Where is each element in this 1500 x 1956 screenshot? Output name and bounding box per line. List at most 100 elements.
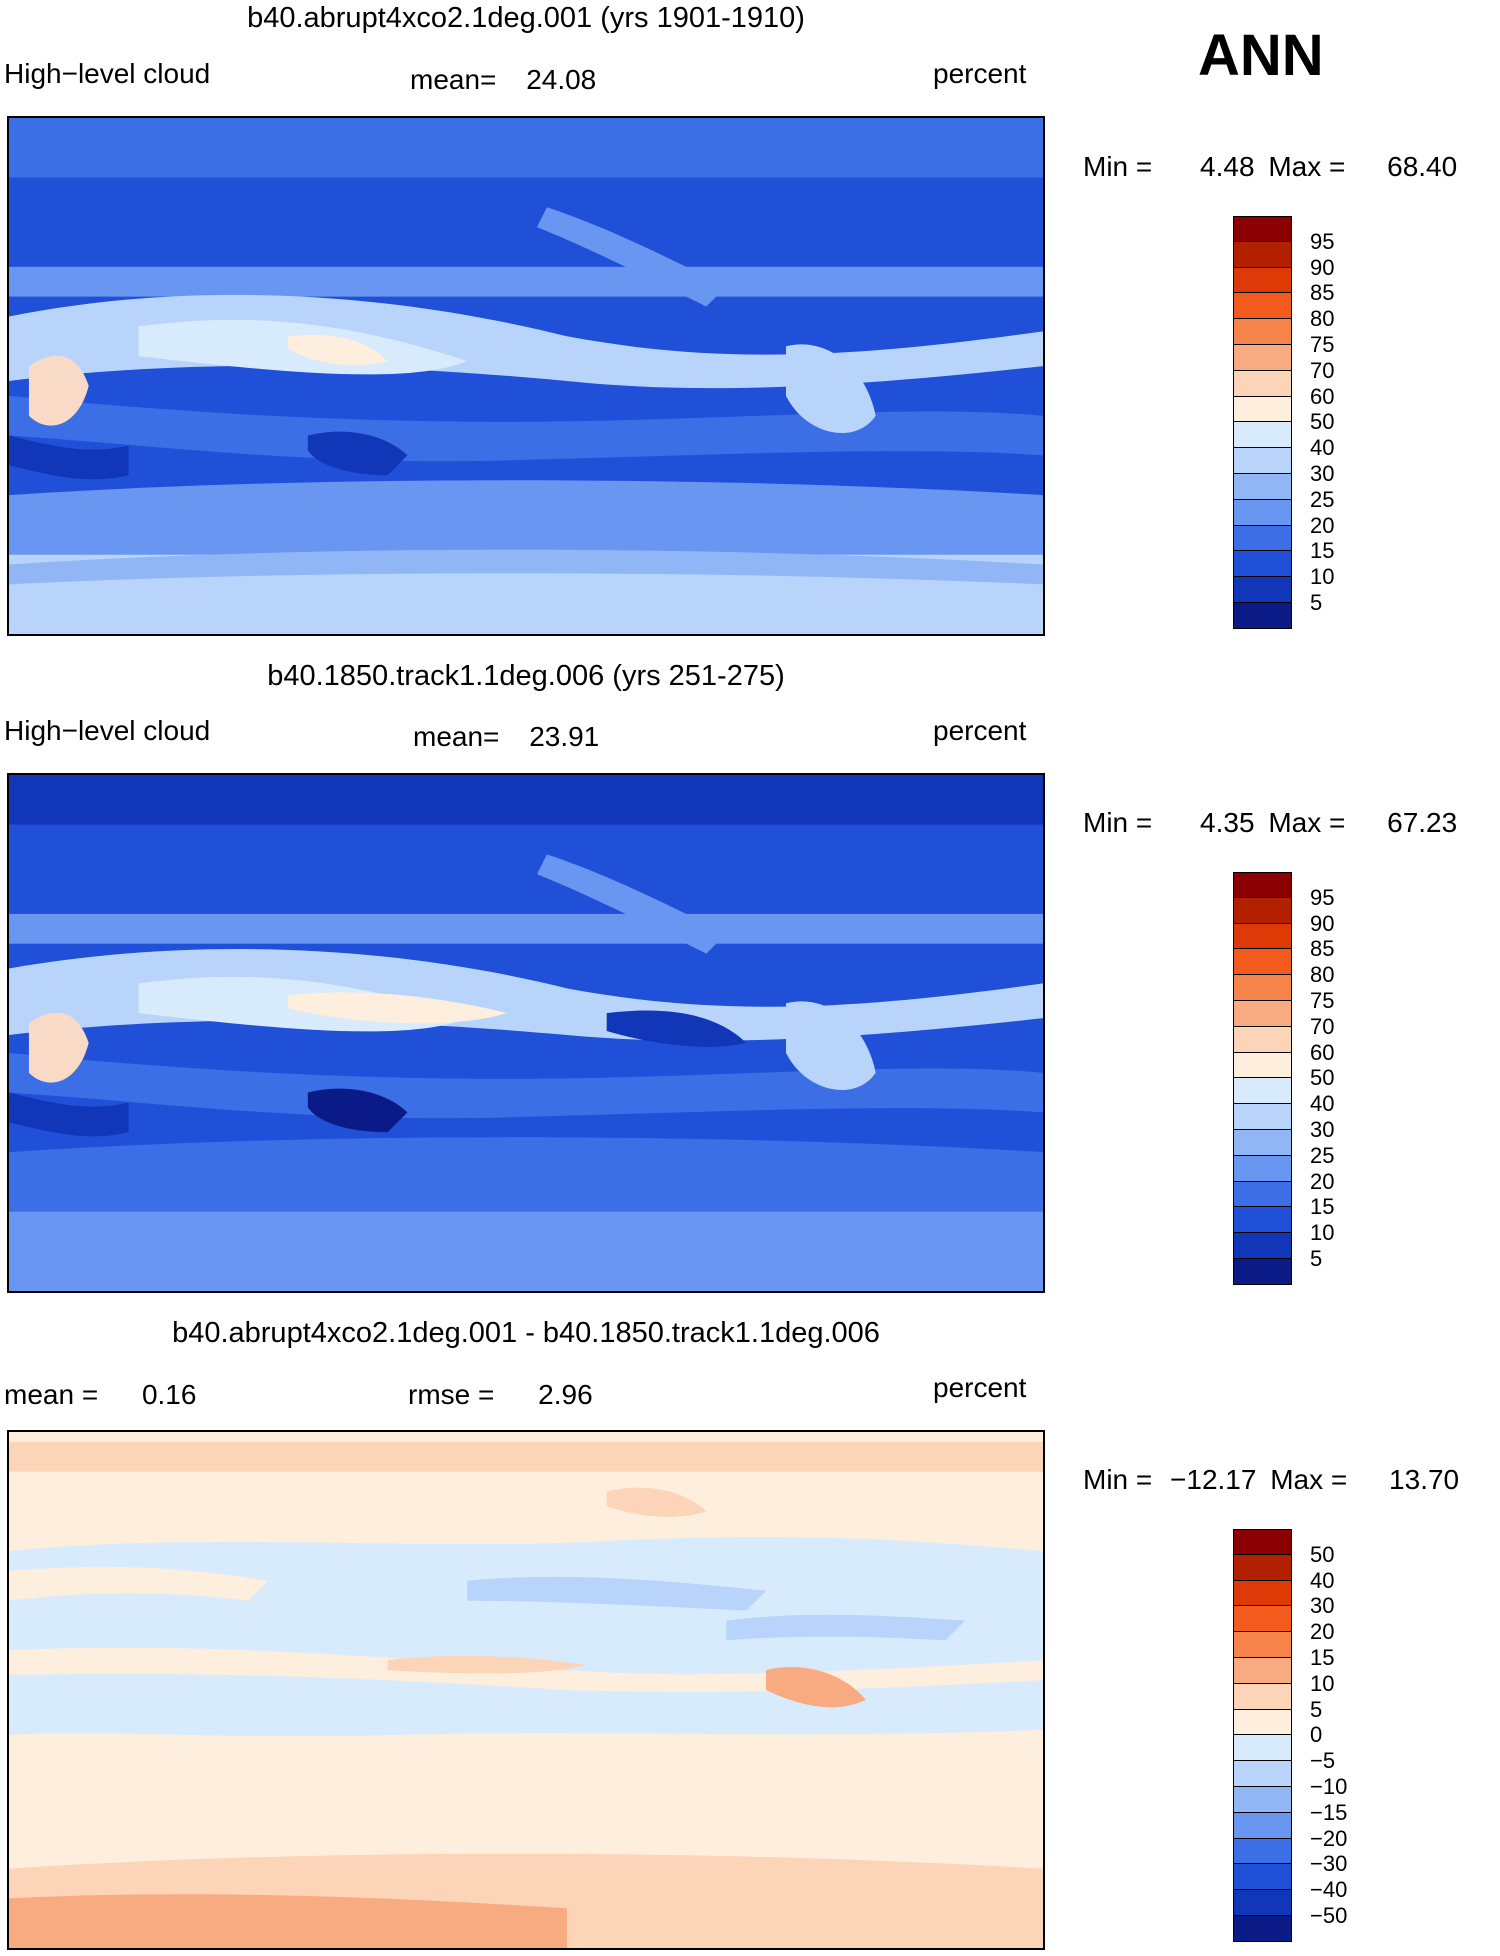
colorbar-swatch bbox=[1233, 448, 1292, 474]
colorbar-swatch bbox=[1233, 1657, 1292, 1684]
colorbar-swatch bbox=[1233, 1838, 1292, 1865]
colorbar-swatch bbox=[1233, 1000, 1292, 1027]
mean-value: 0.16 bbox=[141, 1379, 197, 1410]
colorbar bbox=[1233, 1529, 1292, 1942]
colorbar-tick-label: 10 bbox=[1310, 1220, 1335, 1246]
colorbar-swatch bbox=[1233, 1554, 1292, 1581]
colorbar-tick-label: 30 bbox=[1310, 461, 1335, 486]
colorbar-tick-label: −30 bbox=[1310, 1851, 1348, 1877]
colorbar-tick-label: 40 bbox=[1310, 435, 1335, 461]
colorbar-swatch bbox=[1233, 975, 1292, 1001]
colorbar-swatch bbox=[1233, 577, 1292, 603]
colorbar-tick-label: 90 bbox=[1310, 254, 1335, 280]
colorbar-tick-label: −15 bbox=[1310, 1799, 1348, 1825]
colorbar-tick-label: 80 bbox=[1310, 306, 1335, 332]
colorbar-swatch bbox=[1233, 602, 1292, 629]
colorbar-swatch bbox=[1233, 499, 1292, 526]
mean-text: mean= bbox=[413, 721, 500, 752]
colorbar-tick-label: 25 bbox=[1310, 486, 1335, 512]
colorbar-tick-label: 70 bbox=[1310, 1013, 1335, 1039]
colorbar-tick-label: 50 bbox=[1310, 1065, 1335, 1091]
colorbar-swatch bbox=[1233, 1258, 1292, 1285]
colorbar-swatch bbox=[1233, 1890, 1292, 1916]
map-field bbox=[9, 775, 1043, 1291]
colorbar-swatch bbox=[1233, 1529, 1292, 1555]
colorbar-swatch bbox=[1233, 1233, 1292, 1259]
colorbar-swatch bbox=[1233, 293, 1292, 320]
colorbar-tick-label: 75 bbox=[1310, 332, 1335, 357]
rmse-value: 2.96 bbox=[538, 1379, 593, 1410]
colorbar-swatch bbox=[1233, 1155, 1292, 1182]
mean-text: mean= bbox=[410, 64, 497, 95]
colorbar-swatch bbox=[1233, 1026, 1292, 1053]
colorbar-tick-label: 75 bbox=[1310, 988, 1335, 1013]
max-label: Max = bbox=[1268, 151, 1346, 182]
map-field bbox=[9, 118, 1043, 634]
colorbar-swatch bbox=[1233, 1606, 1292, 1633]
rmse-readout: rmse = 2.96 bbox=[408, 1379, 593, 1411]
colorbar-tick-label: 80 bbox=[1310, 962, 1335, 988]
colorbar-tick-label: 40 bbox=[1310, 1091, 1335, 1117]
mean-text: mean = bbox=[4, 1379, 99, 1410]
colorbar-swatch bbox=[1233, 1052, 1292, 1079]
colorbar bbox=[1233, 872, 1292, 1285]
colorbar-tick-label: 95 bbox=[1310, 884, 1335, 910]
map-field bbox=[9, 1432, 1043, 1948]
colorbar-tick-label: 15 bbox=[1310, 538, 1335, 564]
map-panel bbox=[7, 116, 1045, 636]
colorbar-tick-label: 70 bbox=[1310, 357, 1335, 383]
colorbar-tick-label: 15 bbox=[1310, 1645, 1335, 1670]
min-max-readout: Min = 4.48 Max = 68.40 bbox=[1083, 151, 1457, 183]
colorbar-tick-label: 85 bbox=[1310, 280, 1335, 306]
colorbar-swatch bbox=[1233, 872, 1292, 898]
colorbar-swatch bbox=[1233, 1129, 1292, 1156]
colorbar-tick-label: 20 bbox=[1310, 1619, 1335, 1645]
colorbar-swatch bbox=[1233, 1632, 1292, 1658]
colorbar-swatch bbox=[1233, 1864, 1292, 1891]
colorbar-swatch bbox=[1233, 1580, 1292, 1607]
colorbar-swatch bbox=[1233, 267, 1292, 294]
colorbar-tick-label: 20 bbox=[1310, 1168, 1335, 1194]
mean-value: 23.91 bbox=[529, 721, 600, 752]
colorbar-tick-label: −20 bbox=[1310, 1825, 1348, 1851]
colorbar-tick-label: 10 bbox=[1310, 1670, 1335, 1696]
colorbar-swatch bbox=[1233, 319, 1292, 345]
colorbar-swatch bbox=[1233, 241, 1292, 268]
colorbar-tick-label: 60 bbox=[1310, 383, 1335, 409]
mean-label: mean= 24.08 bbox=[410, 64, 596, 96]
colorbar-swatch bbox=[1233, 1812, 1292, 1839]
map-panel bbox=[7, 773, 1045, 1293]
colorbar-tick-label: −50 bbox=[1310, 1903, 1348, 1928]
min-value: 4.48 bbox=[1200, 151, 1255, 182]
colorbar bbox=[1233, 216, 1292, 629]
colorbar-swatch bbox=[1233, 1761, 1292, 1787]
colorbar-tick-label: −5 bbox=[1310, 1748, 1336, 1774]
max-value: 68.40 bbox=[1387, 151, 1458, 182]
variable-label: High−level cloud bbox=[4, 58, 211, 89]
colorbar-swatch bbox=[1233, 370, 1292, 397]
min-label: Min = bbox=[1083, 1464, 1153, 1495]
colorbar-swatch bbox=[1233, 525, 1292, 552]
mean-label: mean= 23.91 bbox=[413, 721, 599, 753]
max-label: Max = bbox=[1270, 1464, 1348, 1495]
panel-title: b40.1850.track1.1deg.006 (yrs 251-275) bbox=[267, 660, 785, 692]
min-label: Min = bbox=[1083, 807, 1153, 838]
max-label: Max = bbox=[1268, 807, 1346, 838]
colorbar-swatch bbox=[1233, 949, 1292, 976]
colorbar-tick-label: 30 bbox=[1310, 1593, 1335, 1619]
colorbar-tick-label: 5 bbox=[1310, 1696, 1323, 1722]
colorbar-swatch bbox=[1233, 551, 1292, 578]
colorbar-tick-label: 85 bbox=[1310, 936, 1335, 962]
colorbar-tick-label: 60 bbox=[1310, 1039, 1335, 1065]
colorbar-tick-label: 5 bbox=[1310, 590, 1323, 615]
colorbar-tick-label: 90 bbox=[1310, 910, 1335, 936]
colorbar-swatch bbox=[1233, 1915, 1292, 1942]
rmse-text: rmse = bbox=[408, 1379, 495, 1410]
colorbar-tick-label: −10 bbox=[1310, 1774, 1348, 1799]
map-panel bbox=[7, 1430, 1045, 1950]
colorbar-tick-label: 30 bbox=[1310, 1117, 1335, 1142]
panel-title: b40.abrupt4xco2.1deg.001 - b40.1850.trac… bbox=[172, 1317, 880, 1349]
colorbar-swatch bbox=[1233, 216, 1292, 242]
colorbar-swatch bbox=[1233, 1078, 1292, 1105]
min-max-readout: Min = 4.35 Max = 67.23 bbox=[1083, 807, 1457, 839]
